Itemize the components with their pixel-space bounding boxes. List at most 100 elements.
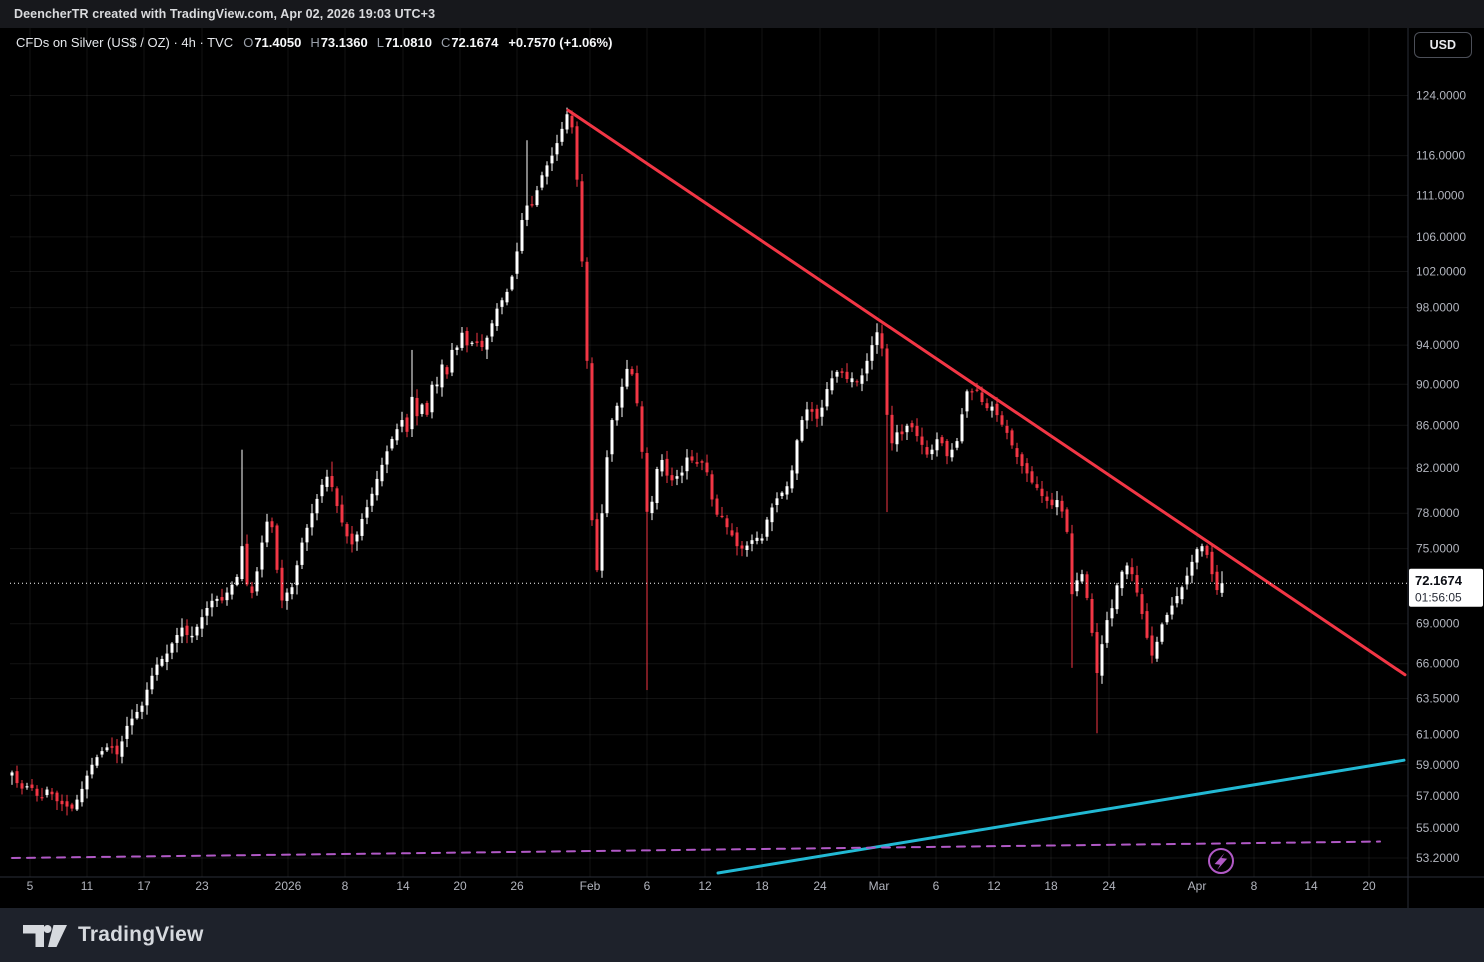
candle	[760, 533, 764, 544]
time-axis-label: 12	[987, 879, 1001, 893]
candle	[1195, 547, 1199, 570]
candle	[1035, 476, 1039, 491]
candle	[795, 438, 799, 480]
candle	[1075, 572, 1079, 597]
candle	[245, 534, 249, 587]
candle	[370, 487, 374, 512]
candle	[690, 450, 694, 464]
candle	[1050, 492, 1054, 509]
candle	[155, 657, 159, 681]
candle	[350, 525, 354, 553]
time-axis-label: 24	[1102, 879, 1116, 893]
trendline-ascending-support[interactable]	[716, 758, 1406, 875]
candle	[255, 567, 259, 596]
candle	[725, 514, 729, 535]
candle	[100, 747, 104, 758]
price-axis-label: 75.0000	[1416, 542, 1460, 556]
candle	[1160, 622, 1164, 645]
candle	[50, 788, 54, 801]
candle	[495, 303, 499, 331]
price-axis-label: 57.0000	[1416, 789, 1460, 803]
candle	[240, 449, 244, 582]
candle	[1095, 623, 1099, 734]
candle	[460, 326, 464, 351]
candle	[685, 449, 689, 480]
candle	[550, 147, 554, 172]
price-axis-label: 61.0000	[1416, 728, 1460, 742]
candle	[790, 465, 794, 493]
lightning-marker-circle[interactable]	[1208, 848, 1234, 874]
candle	[1105, 611, 1109, 648]
candle	[925, 440, 929, 458]
candle	[340, 495, 344, 527]
candle	[965, 389, 969, 418]
candle	[630, 366, 634, 377]
candle	[1185, 567, 1189, 590]
candle	[1110, 599, 1114, 627]
candle	[450, 342, 454, 377]
price-axis-label: 55.0000	[1416, 821, 1460, 835]
current-price-value: 72.1674	[1415, 573, 1463, 588]
candle	[1150, 626, 1154, 664]
price-axis-label: 59.0000	[1416, 758, 1460, 772]
candle	[315, 494, 319, 521]
candle	[680, 465, 684, 484]
candle	[1190, 554, 1194, 584]
symbol-title[interactable]: CFDs on Silver (US$ / OZ) · 4h · TVC	[16, 35, 234, 50]
candle	[395, 423, 399, 445]
price-chart-canvas[interactable]: 124.0000 116.0000 111.0000 106.0000 102.0000…	[0, 28, 1484, 908]
candle	[355, 531, 359, 551]
candle	[400, 411, 404, 433]
candle	[185, 619, 189, 644]
candle	[150, 667, 154, 695]
candle	[415, 389, 419, 426]
candle	[810, 402, 814, 422]
candle	[285, 588, 289, 610]
candle	[860, 368, 864, 392]
candle	[455, 345, 459, 356]
candle	[475, 332, 479, 347]
candle	[980, 386, 984, 406]
candle	[345, 522, 349, 544]
candle	[900, 424, 904, 441]
trendline-descending-resistance[interactable]	[566, 108, 1407, 677]
time-axis-label: 24	[813, 879, 827, 893]
time-axis-label: 14	[396, 879, 410, 893]
time-axis[interactable]: 5 11 17 23 2026 8 14 20 26 Feb 6 12 18 24 Mar 6 12 18 24 Ap…	[27, 879, 1376, 893]
lightning-icon	[1214, 853, 1228, 870]
candle	[820, 399, 824, 426]
candle	[420, 403, 424, 417]
candle	[425, 400, 429, 417]
ohlc-value: 72.1674	[451, 35, 499, 50]
price-axis-label: 69.0000	[1416, 617, 1460, 631]
candle	[695, 452, 699, 467]
candle	[850, 372, 854, 388]
candle	[1040, 480, 1044, 503]
candle	[1180, 585, 1184, 605]
trendline-horizontal-support[interactable]	[11, 840, 1381, 859]
candle	[65, 794, 69, 816]
tradingview-logo[interactable]: TradingView	[22, 918, 204, 952]
candle	[905, 423, 909, 440]
candle	[135, 703, 139, 720]
time-axis-label: 2026	[275, 879, 302, 893]
candle	[805, 401, 809, 429]
candle	[490, 319, 494, 343]
candle	[235, 574, 239, 587]
price-axis-label: 78.0000	[1416, 506, 1460, 520]
candle	[595, 512, 599, 573]
candle	[110, 737, 114, 754]
candle	[600, 504, 604, 578]
candle	[635, 365, 639, 407]
candle	[95, 754, 99, 769]
price-axis[interactable]: 124.0000 116.0000 111.0000 106.0000 102.0000…	[1416, 89, 1466, 865]
candle	[40, 787, 44, 801]
candle	[655, 466, 659, 510]
candle	[800, 416, 804, 443]
candle	[565, 107, 569, 134]
currency-button[interactable]: USD	[1413, 32, 1472, 58]
candle	[1165, 612, 1169, 625]
candle	[275, 523, 279, 574]
candle	[35, 785, 39, 802]
candle	[640, 401, 644, 459]
